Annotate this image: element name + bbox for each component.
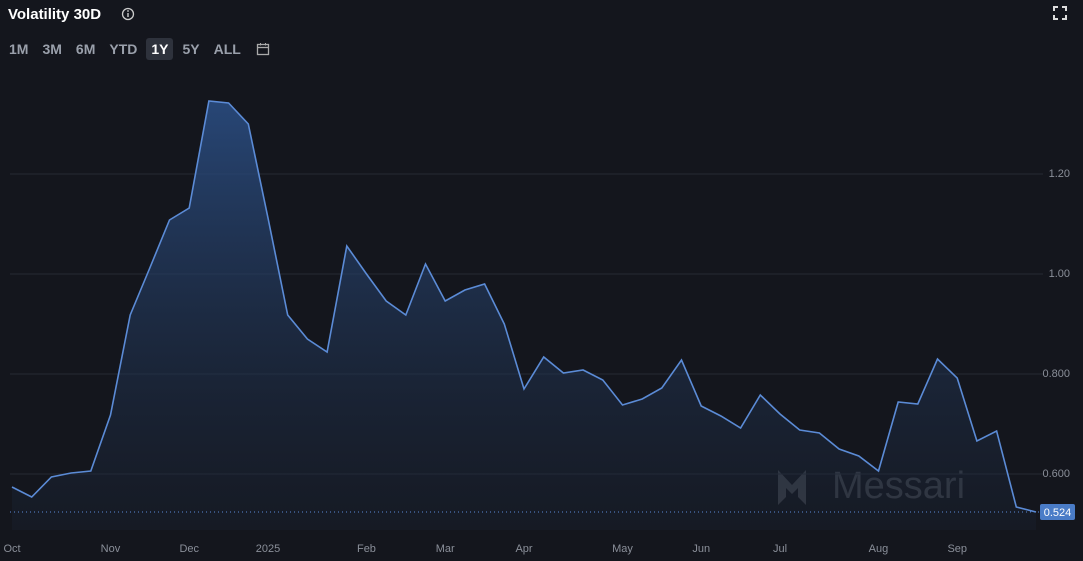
- x-tick-label: Jul: [773, 543, 787, 555]
- last-value-badge: [1040, 504, 1075, 520]
- x-tick-label: Nov: [101, 543, 121, 555]
- x-tick-label: 2025: [256, 543, 280, 555]
- fullscreen-icon[interactable]: [1053, 6, 1067, 20]
- x-tick-label: Aug: [869, 543, 889, 555]
- x-tick-label: Apr: [515, 543, 532, 555]
- range-button[interactable]: YTD: [109, 41, 138, 57]
- range-bar: 1M 3M 6M YTD 1Y 5Y ALL: [4, 38, 270, 60]
- x-tick-label: Mar: [436, 543, 455, 555]
- calendar-icon[interactable]: [256, 42, 270, 56]
- y-tick-label: 1.00: [1049, 268, 1070, 280]
- line: [11, 100, 1037, 513]
- x-tick-label: May: [612, 543, 633, 555]
- y-tick-label: 1.20: [1049, 168, 1070, 180]
- x-tick-label: Dec: [179, 543, 199, 555]
- last-value-label: 0.524: [1044, 507, 1072, 519]
- range-button[interactable]: 1Y: [146, 38, 174, 60]
- range-button[interactable]: 5Y: [182, 41, 200, 57]
- range-button[interactable]: 3M: [42, 41, 62, 57]
- range-button[interactable]: ALL: [213, 41, 241, 57]
- info-icon[interactable]: [121, 7, 135, 21]
- area: [12, 101, 1036, 530]
- x-tick-label: Oct: [3, 543, 20, 555]
- range-button[interactable]: 1M: [9, 41, 29, 57]
- y-tick-label: 0.800: [1042, 368, 1070, 380]
- y-tick-label: 0.600: [1042, 468, 1070, 480]
- x-tick-label: Sep: [947, 543, 967, 555]
- chart-title: Volatility 30D: [8, 6, 102, 23]
- range-button[interactable]: 6M: [75, 41, 96, 57]
- x-tick-label: Jun: [692, 543, 710, 555]
- x-tick-label: Feb: [357, 543, 376, 555]
